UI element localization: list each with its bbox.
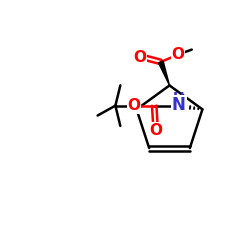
Polygon shape — [158, 61, 170, 86]
Text: O: O — [149, 123, 162, 138]
Text: O: O — [128, 98, 140, 113]
Text: N: N — [172, 96, 186, 114]
Text: O: O — [133, 50, 146, 64]
Text: H: H — [173, 91, 185, 105]
Text: O: O — [172, 47, 185, 62]
